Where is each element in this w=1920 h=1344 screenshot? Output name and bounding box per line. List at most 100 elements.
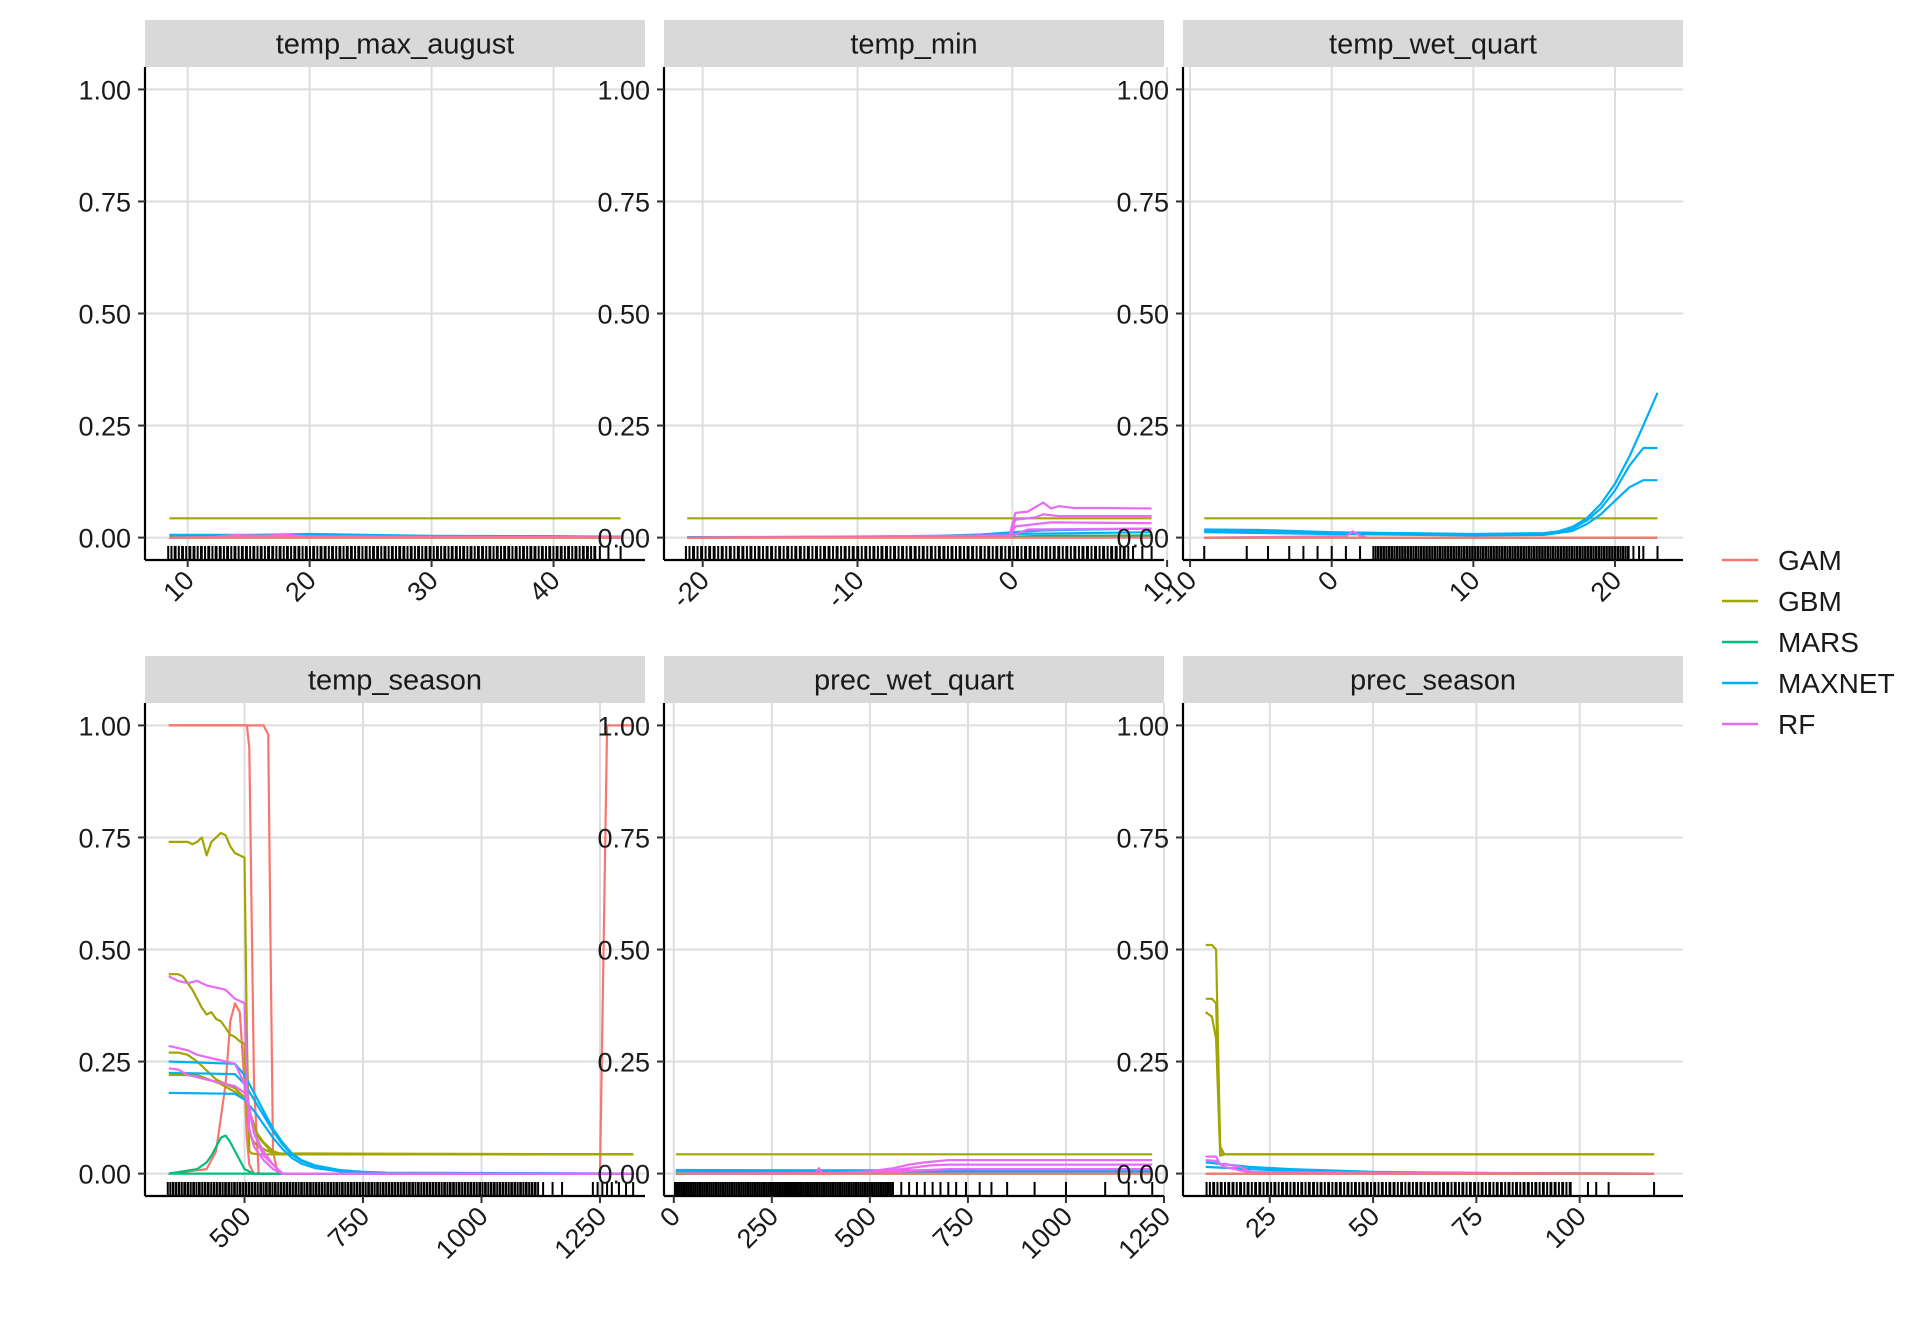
gridlines (1183, 67, 1683, 560)
y-tick-label: 0.25 (597, 1048, 650, 1078)
series-gam (168, 1002, 634, 1175)
x-tick-label: 750 (927, 1201, 980, 1254)
panel-title: temp_wet_quart (1329, 29, 1537, 61)
panel-strip (664, 656, 1164, 703)
series-lines (169, 517, 621, 539)
legend-item-gbm: GBM (1722, 586, 1842, 617)
y-tick-label: 0.00 (78, 1160, 131, 1190)
x-tick-label: -20 (666, 565, 715, 614)
y-tick-label: 0.25 (78, 1048, 131, 1078)
series-rf (687, 501, 1152, 539)
x-tick-label: 0 (654, 1201, 686, 1233)
x-tick-label: 1250 (549, 1201, 613, 1265)
series-lines (168, 724, 634, 1175)
y-tick-label: 1.00 (1116, 711, 1169, 741)
rug (167, 546, 622, 559)
gridlines (145, 67, 645, 560)
y-tick-label: 1.00 (78, 711, 131, 741)
series-maxnet (1204, 392, 1659, 536)
y-tick-label: 0.75 (1116, 823, 1169, 853)
y-tick-label: 0.75 (78, 823, 131, 853)
gridlines (1183, 703, 1683, 1196)
y-tick-label: 0.50 (597, 936, 650, 966)
y-tick-label: 0.50 (78, 936, 131, 966)
y-tick-label: 0.00 (1116, 524, 1169, 554)
rug (1203, 546, 1659, 559)
y-tick-label: 0.50 (1116, 300, 1169, 330)
panel-strip (1183, 20, 1683, 67)
panel-temp_season: temp_season 0.00 0.25 0.50 0.75 1.00 500 750 100… (78, 656, 645, 1265)
x-tick-label: 25 (1240, 1201, 1282, 1243)
x-tick-label: 1000 (1015, 1201, 1079, 1265)
y-tick-label: 0.00 (1116, 1160, 1169, 1190)
series-maxnet (1204, 479, 1658, 537)
y-tick-label: 0.75 (597, 823, 650, 853)
gridlines (664, 67, 1169, 560)
y-tick-label: 0.50 (597, 300, 650, 330)
x-tick-label: -10 (821, 565, 870, 614)
y-tick-label: 0.25 (78, 412, 131, 442)
x-tick-label: 500 (204, 1201, 257, 1254)
series-lines (675, 1153, 1153, 1175)
y-tick-label: 0.50 (1116, 936, 1169, 966)
series-maxnet (168, 1091, 634, 1175)
y-tick-label: 0.00 (78, 524, 131, 554)
series-mars (168, 1134, 634, 1175)
series-gbm (168, 1073, 634, 1156)
legend-label: GAM (1778, 545, 1842, 576)
y-tick-label: 0.75 (597, 187, 650, 217)
x-tick-label: 100 (1539, 1201, 1592, 1254)
x-tick-label: 1250 (1113, 1201, 1177, 1265)
legend-label: MAXNET (1778, 668, 1895, 699)
x-tick-label: 750 (322, 1201, 375, 1254)
y-tick-label: 1.00 (597, 711, 650, 741)
x-tick-label: 75 (1446, 1201, 1488, 1243)
panel-title: prec_season (1350, 665, 1516, 697)
x-tick-label: 50 (1343, 1201, 1385, 1243)
facet-panels: temp_max_august 0.00 0.25 0.50 0.75 1.00 10 20 3… (78, 20, 1683, 1265)
panel-prec_season: prec_season 0.00 0.25 0.50 0.75 1.00 25 50 75 100 (1116, 656, 1683, 1254)
x-tick-label: 250 (731, 1201, 784, 1254)
panel-title: temp_season (308, 665, 482, 697)
legend-label: RF (1778, 709, 1815, 740)
panel-strip (664, 20, 1164, 67)
panel-title: temp_min (850, 29, 977, 61)
series-gbm (1205, 997, 1655, 1156)
y-tick-label: 1.00 (597, 75, 650, 105)
series-gbm (168, 831, 634, 1156)
y-tick-label: 0.25 (1116, 1048, 1169, 1078)
legend-item-mars: MARS (1722, 627, 1859, 658)
legend-item-gam: GAM (1722, 545, 1842, 576)
rug (1205, 1182, 1656, 1195)
y-tick-label: 0.75 (78, 187, 131, 217)
legend-item-rf: RF (1722, 709, 1815, 740)
panel-title: temp_max_august (276, 29, 515, 61)
rug (684, 546, 1153, 559)
x-tick-label: 40 (523, 565, 565, 607)
series-rf (675, 1158, 1153, 1175)
y-tick-label: 0.75 (1116, 187, 1169, 217)
panel-prec_wet_quart: prec_wet_quart 0.00 0.25 0.50 0.75 1.00 0 250 50… (597, 656, 1176, 1265)
legend-label: GBM (1778, 586, 1842, 617)
series-gbm (1205, 943, 1655, 1156)
series-lines (1204, 392, 1659, 539)
series-rf (168, 1067, 634, 1175)
gridlines (664, 703, 1165, 1196)
y-tick-label: 0.00 (597, 524, 650, 554)
y-tick-label: 0.25 (1116, 412, 1169, 442)
series-gbm (168, 973, 634, 1156)
y-tick-label: 0.50 (78, 300, 131, 330)
series-gbm (1205, 1011, 1655, 1157)
series-lines (1205, 943, 1655, 1175)
legend: GAM GBM MARS MAXNET RF (1722, 545, 1895, 740)
legend-label: MARS (1778, 627, 1859, 658)
x-tick-label: 10 (157, 565, 199, 607)
panel-title: prec_wet_quart (814, 665, 1014, 697)
x-tick-label: 1000 (430, 1201, 494, 1265)
panel-strip (1183, 656, 1683, 703)
x-tick-label: 0 (993, 565, 1025, 597)
y-tick-label: 1.00 (1116, 75, 1169, 105)
